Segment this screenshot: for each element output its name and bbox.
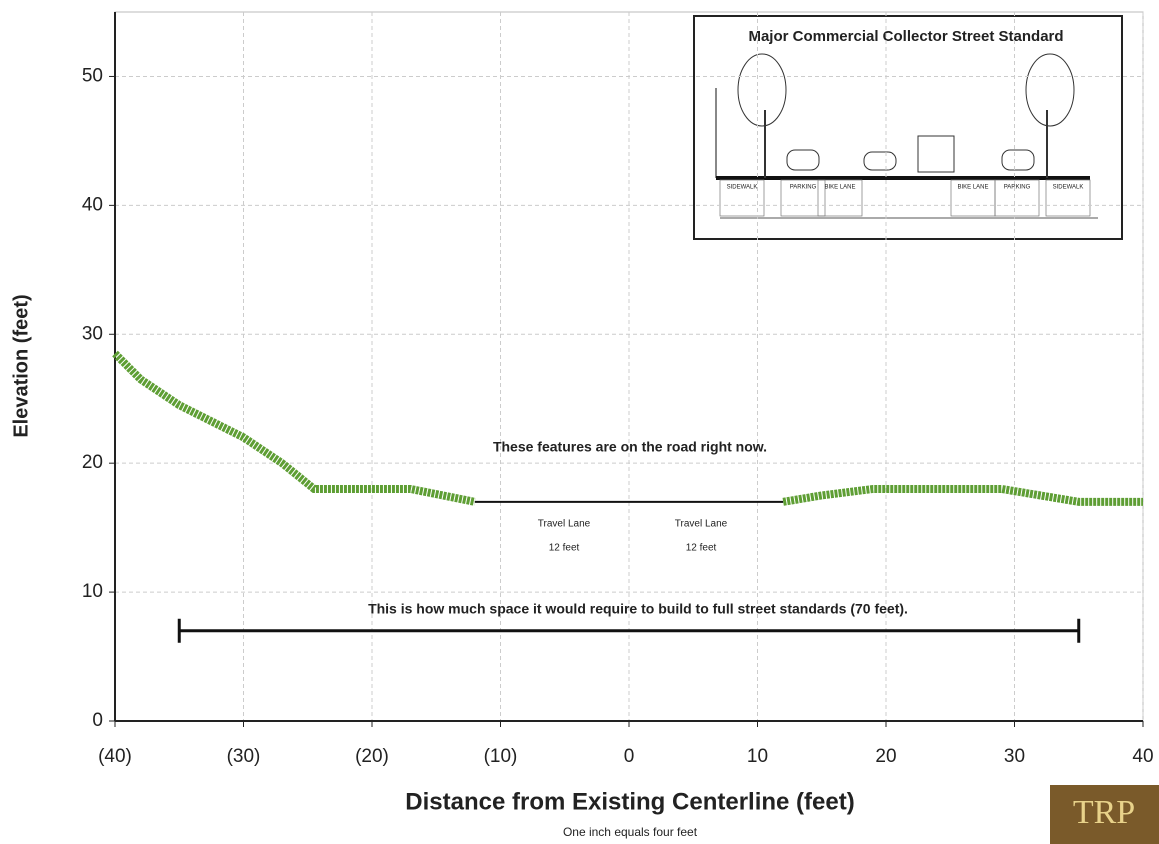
logo: TRP (1073, 794, 1135, 831)
x-tick-label: 0 (624, 746, 635, 767)
x-tick-label: (10) (484, 746, 518, 767)
inset-label: PARKING (1004, 185, 1031, 191)
x-tick-label: 10 (747, 746, 768, 767)
series-line (115, 354, 475, 502)
inset-title: Major Commercial Collector Street Standa… (748, 28, 1063, 45)
x-axis-title: Distance from Existing Centerline (feet) (405, 788, 854, 815)
x-tick-label: 40 (1132, 746, 1153, 767)
y-axis-title: Elevation (feet) (10, 294, 32, 437)
annotation: This is how much space it would require … (368, 601, 908, 617)
inset-label: BIKE LANE (957, 185, 988, 191)
x-tick-label: (30) (227, 746, 261, 767)
annotation: Travel Lane (538, 519, 591, 530)
inset-label: PARKING (790, 185, 817, 191)
y-tick-label: 20 (82, 452, 103, 473)
x-tick-label: (20) (355, 746, 389, 767)
annotation: These features are on the road right now… (493, 439, 767, 455)
page: Distance from Existing Centerline (feet)… (0, 0, 1159, 844)
y-tick-label: 50 (82, 65, 103, 86)
inset-label: SIDEWALK (727, 185, 758, 191)
inset-label: SIDEWALK (1053, 185, 1084, 191)
y-tick-label: 0 (92, 710, 103, 731)
x-tick-label: 20 (875, 746, 896, 767)
y-tick-label: 10 (82, 581, 103, 602)
annotation: 12 feet (686, 543, 717, 554)
inset-label: BIKE LANE (824, 185, 855, 191)
y-tick-label: 40 (82, 194, 103, 215)
x-tick-label: 30 (1004, 746, 1025, 767)
y-tick-label: 30 (82, 323, 103, 344)
annotation: 12 feet (549, 543, 580, 554)
chart: Distance from Existing Centerline (feet)… (0, 0, 1159, 844)
note: One inch equals four feet (563, 825, 698, 839)
x-tick-label: (40) (98, 746, 132, 767)
series-line (783, 489, 1143, 502)
annotation: Travel Lane (675, 519, 728, 530)
